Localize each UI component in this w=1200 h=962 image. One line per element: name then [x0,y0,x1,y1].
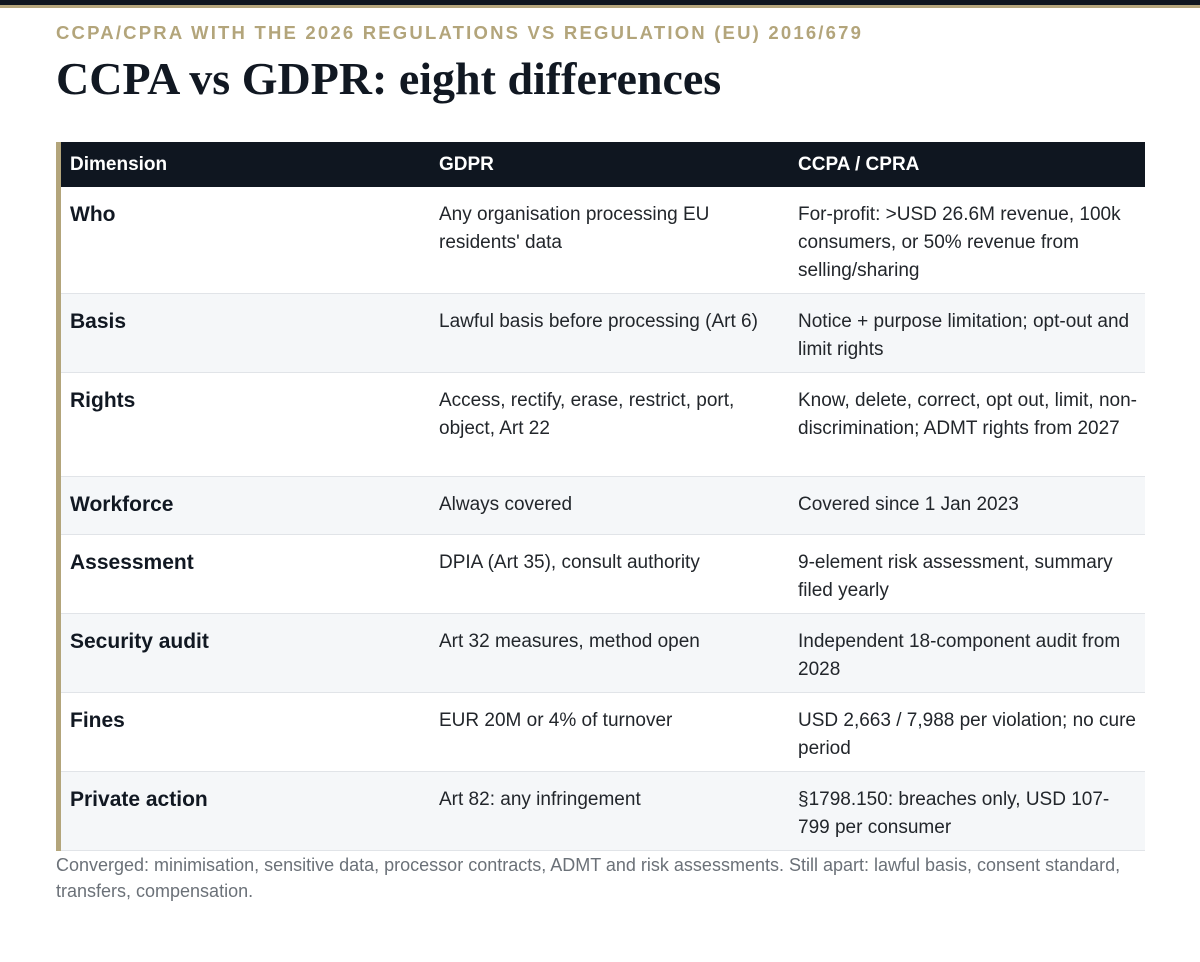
table-row-who: Who Any organisation processing EU resid… [61,187,1145,294]
footnote: Converged: minimisation, sensitive data,… [56,855,1121,901]
cell-ccpa: 9-element risk assessment, summary filed… [789,534,1145,614]
cell-dimension: Assessment [61,534,430,614]
table-row-fines: Fines EUR 20M or 4% of turnover USD 2,66… [61,692,1145,772]
column-header-ccpa: CCPA / CPRA [789,142,1145,187]
table-header: Dimension GDPR CCPA / CPRA [61,142,1145,187]
table-row-security-audit: Security audit Art 32 measures, method o… [61,613,1145,693]
cell-ccpa: Notice + purpose limitation; opt-out and… [789,293,1145,373]
cell-dimension: Basis [61,293,430,373]
table-body: Who Any organisation processing EU resid… [61,187,1145,851]
table-row-workforce: Workforce Always covered Covered since 1… [61,476,1145,535]
cell-gdpr: Any organisation processing EU residents… [430,187,789,294]
cell-dimension: Private action [61,771,430,851]
top-rule-dark [0,0,1200,5]
table-row-rights: Rights Access, rectify, erase, restrict,… [61,372,1145,477]
comparison-table-container: Dimension GDPR CCPA / CPRA Who Any organ… [56,142,1145,851]
cell-dimension: Fines [61,692,430,772]
column-header-gdpr: GDPR [430,142,789,187]
cell-gdpr: Access, rectify, erase, restrict, port, … [430,372,789,477]
cell-gdpr: EUR 20M or 4% of turnover [430,692,789,772]
cell-ccpa: Know, delete, correct, opt out, limit, n… [789,372,1145,477]
table-row-basis: Basis Lawful basis before processing (Ar… [61,293,1145,373]
table-row-private-action: Private action Art 82: any infringement … [61,771,1145,851]
cell-ccpa: §1798.150: breaches only, USD 107-799 pe… [789,771,1145,851]
cell-ccpa: Covered since 1 Jan 2023 [789,476,1145,535]
cell-ccpa: For-profit: >USD 26.6M revenue, 100k con… [789,187,1145,294]
comparison-table: Dimension GDPR CCPA / CPRA Who Any organ… [61,142,1145,851]
eyebrow-subtitle: CCPA/CPRA WITH THE 2026 REGULATIONS VS R… [56,22,864,43]
cell-dimension: Who [61,187,430,294]
page-title: CCPA vs GDPR: eight differences [56,53,722,104]
column-header-dimension: Dimension [61,142,430,187]
cell-gdpr: Art 82: any infringement [430,771,789,851]
cell-dimension: Workforce [61,476,430,535]
cell-dimension: Security audit [61,613,430,693]
header-row: Dimension GDPR CCPA / CPRA [61,142,1145,187]
table-row-assessment: Assessment DPIA (Art 35), consult author… [61,534,1145,614]
cell-gdpr: Lawful basis before processing (Art 6) [430,293,789,373]
top-rule-gold [0,5,1200,8]
cell-gdpr: Always covered [430,476,789,535]
cell-ccpa: Independent 18-component audit from 2028 [789,613,1145,693]
cell-ccpa: USD 2,663 / 7,988 per violation; no cure… [789,692,1145,772]
cell-gdpr: DPIA (Art 35), consult authority [430,534,789,614]
cell-dimension: Rights [61,372,430,477]
cell-gdpr: Art 32 measures, method open [430,613,789,693]
